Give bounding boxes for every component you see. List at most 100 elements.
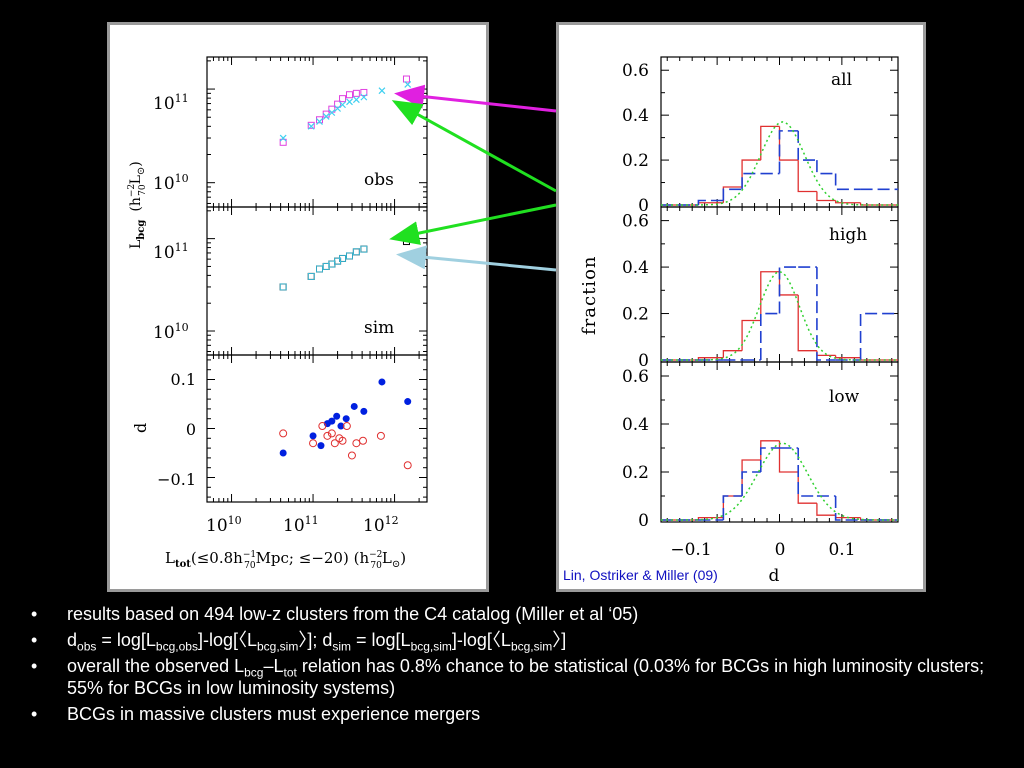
all-solid-red-bin-7	[816, 191, 836, 202]
d-series1-point-13	[403, 461, 412, 470]
all-solid-red-bin-9	[859, 202, 898, 206]
d-axis-label: d	[131, 423, 150, 433]
high-solid-red-bin-6	[797, 294, 817, 352]
sim-scatter-marks	[279, 231, 410, 291]
low-hist-marks	[661, 440, 898, 521]
obs-series1-point-7	[346, 98, 353, 106]
obs-series1-point-1	[307, 122, 315, 130]
d-series1-point-7	[338, 436, 347, 445]
arrow-overlay	[389, 84, 557, 272]
obs-panel-label: obs	[364, 170, 394, 190]
hist-ytick-label-0-0: 0.6	[622, 61, 649, 81]
high-solid-red-bin-3	[741, 319, 761, 351]
ltot-axis-label: Ltot(≤0.8h−1 70Mpc; ≤−20) (h−2 70L⊙)	[165, 549, 406, 571]
obs-series1-point-4	[328, 109, 336, 117]
left-figure-svg: obs sim 1011 1010 1011 1010 0.1 0 −0.1 1…	[127, 56, 428, 571]
d-series0-point-9	[360, 407, 368, 415]
d-series0-point-1	[309, 432, 317, 440]
sim-ytick-1e10: 1010	[153, 321, 189, 343]
obs-ytick-1e10: 1010	[153, 172, 189, 194]
bullet-dot: •	[31, 704, 38, 724]
high-dashed-blue-bin-7	[816, 267, 836, 361]
d-series1-point-1	[309, 439, 318, 448]
obs-series1-point-8	[352, 96, 360, 104]
obs-series0-point-0	[279, 138, 287, 146]
d-series1-point-8	[342, 422, 351, 431]
d-ytick-neg0.1: −0.1	[157, 470, 196, 489]
bullet-item-1: • dobs = log[Lbcg,obs]-log[〈Lbcg,sim〉]; d…	[31, 630, 567, 654]
subscript: bcg,sim	[510, 639, 553, 654]
subscript: tot	[283, 665, 297, 680]
obs-series1-point-6	[339, 101, 346, 109]
hist-ytick-label-1-2: 0.2	[622, 305, 649, 325]
low-dashed-blue-bin-4	[759, 447, 780, 472]
low-dashed-blue-bin-2	[722, 495, 743, 520]
obs-series1-point-5	[334, 105, 342, 112]
lbcg-axis-label: Lbcg(h−270L⊙)	[127, 161, 148, 249]
all-dashed-blue-bin-1	[697, 199, 724, 205]
sim-series1-point-6	[339, 255, 346, 262]
d-scatter-marks	[279, 378, 412, 470]
bullet-item-2: • overall the observed Lbcg–Ltot relation…	[31, 656, 985, 698]
sim-ytick-1e11: 1011	[153, 241, 189, 263]
arrow-green-sim	[389, 203, 557, 245]
left-ticks	[206, 57, 427, 502]
hist-ytick-label-0-3: 0	[638, 196, 649, 216]
obs-series0-point-7	[345, 91, 353, 99]
obs-series0-point-2	[316, 116, 324, 124]
subscript: bcg,sim	[256, 639, 299, 654]
obs-series1-point-2	[316, 118, 323, 125]
bullet-item-0: • results based on 494 low-z clusters fro…	[31, 604, 639, 624]
arrow-green-obs	[391, 100, 557, 193]
xtick-1e12: 1012	[363, 514, 399, 536]
low-panel-label: low	[829, 387, 860, 407]
low-gaussian-curve	[661, 442, 898, 521]
obs-series0-point-9	[360, 88, 368, 96]
xtick-1e10: 1010	[206, 514, 242, 536]
d-series0-point-0	[279, 449, 287, 457]
obs-series1-point-10	[378, 87, 386, 95]
bullet-list: • results based on 494 low-z clusters fro…	[28, 603, 1008, 729]
subscript: sim	[332, 639, 352, 654]
high-dashed-blue-bin-4	[759, 312, 780, 360]
xtick-1e11: 1011	[283, 514, 319, 536]
all-dashed-blue-bin-7	[816, 160, 836, 175]
all-solid-red-bin-8	[834, 200, 861, 204]
hist-ytick-label-0-2: 0.2	[622, 151, 649, 171]
sim-series1-point-2	[316, 265, 323, 273]
low-solid-red-bin-5	[778, 440, 799, 473]
obs-series1-point-0	[279, 134, 287, 142]
hist-ytick-label-1-3: 0	[638, 351, 649, 371]
d-series1-point-9	[347, 451, 356, 460]
d-series0-point-5	[333, 412, 341, 420]
sim-series1-point-1	[307, 273, 315, 280]
fraction-axis-label: fraction	[579, 256, 600, 336]
obs-scatter-marks	[279, 75, 412, 146]
all-dashed-blue-bin-5	[778, 130, 799, 174]
d-series0-point-11	[404, 398, 412, 406]
obs-series0-point-10	[402, 75, 410, 83]
d-series1-point-4	[327, 429, 336, 438]
high-dashed-blue-bin-5	[778, 266, 799, 314]
all-panel-label: all	[831, 70, 852, 90]
xtick-neg0.1: −0.1	[670, 540, 711, 560]
d-ytick-0.1: 0.1	[171, 370, 196, 389]
hist-ytick-label-1-0: 0.6	[622, 212, 649, 232]
citation-credit: Lin, Ostriker & Miller (09)	[563, 567, 718, 583]
xtick-0: 0	[775, 540, 786, 560]
high-hist-marks	[661, 266, 898, 361]
all-solid-red-bin-4	[760, 125, 780, 161]
sim-series1-point-7	[346, 252, 353, 260]
hist-ytick-label-2-3: 0	[638, 511, 649, 531]
all-solid-red-bin-6	[797, 160, 817, 193]
d-series0-point-2	[317, 442, 325, 450]
hist-x-axis-label: d	[769, 566, 780, 586]
low-dashed-blue-bin-8	[834, 496, 861, 521]
bullet-dot: •	[31, 656, 38, 676]
obs-series0-point-1	[307, 121, 315, 129]
sim-series1-point-8	[352, 248, 360, 256]
hist-ytick-label-2-1: 0.4	[622, 415, 649, 435]
hist-ytick-label-0-1: 0.4	[622, 106, 649, 126]
all-hist-marks	[661, 121, 898, 206]
right-figure-svg: all high low 0.60.40.200.60.40.200.60.40…	[563, 56, 899, 586]
